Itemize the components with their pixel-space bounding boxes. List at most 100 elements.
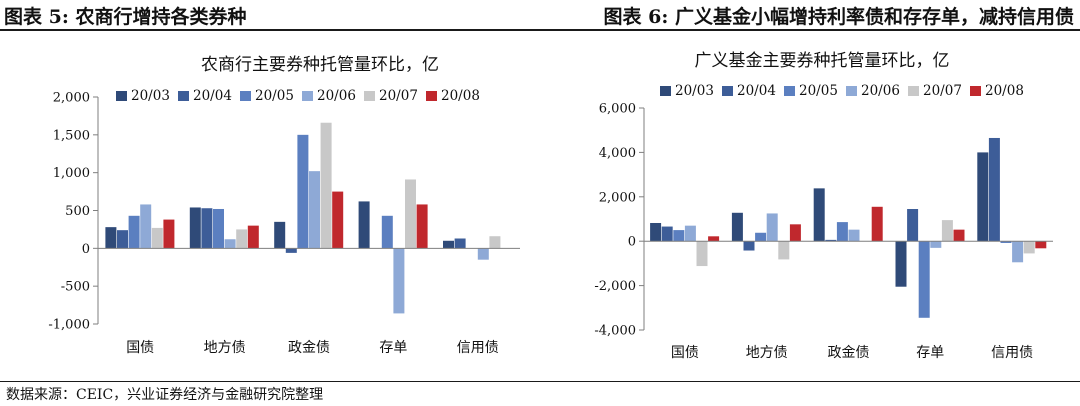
legend-label: 20/03 [675, 83, 714, 99]
category-label: 存单 [916, 345, 944, 361]
bar [813, 188, 825, 242]
legend-swatch [970, 86, 981, 96]
bar [213, 208, 224, 249]
bar [224, 239, 236, 249]
category-label: 存单 [379, 340, 407, 356]
bar [358, 201, 370, 249]
bar [393, 248, 405, 314]
bar [825, 239, 837, 242]
category-label: 信用债 [991, 345, 1033, 361]
legend-label: 20/05 [255, 88, 294, 104]
legend-label: 20/07 [379, 88, 418, 104]
y-tick-label: 4,000 [599, 146, 636, 161]
bar [477, 248, 489, 260]
bar [489, 236, 501, 249]
bar [778, 241, 790, 260]
category-label: 地方债 [746, 345, 788, 361]
bar [320, 122, 332, 249]
bar [189, 207, 201, 249]
bar [848, 229, 860, 242]
bar [416, 204, 428, 249]
bar [918, 241, 930, 318]
bar [247, 225, 259, 249]
legend-label: 20/08 [985, 83, 1024, 99]
chart-title: 广义基金主要券种托管量环比，亿 [695, 51, 950, 71]
data-source: 数据来源：CEIC，兴业证券经济与金融研究院整理 [6, 387, 324, 403]
y-tick-label: 0 [628, 235, 636, 250]
bar [381, 215, 393, 249]
category-label: 国债 [671, 345, 699, 361]
bar [274, 221, 286, 249]
bar [1000, 241, 1012, 243]
legend-swatch [302, 91, 313, 101]
legend-swatch [178, 91, 189, 101]
y-tick-label: -1,000 [48, 318, 90, 333]
bar [297, 134, 309, 249]
figure-5-label: 图表 5: 农商行增持各类券种 [4, 6, 247, 28]
bar [285, 248, 297, 253]
bar [696, 241, 708, 267]
bar [105, 227, 117, 249]
chart-title: 农商行主要券种托管量环比，亿 [201, 55, 439, 75]
bar [988, 137, 1000, 242]
bar [236, 229, 248, 249]
bar [743, 241, 755, 251]
bar [661, 226, 673, 242]
bar [1035, 241, 1047, 249]
legend-swatch [660, 86, 671, 96]
bar [977, 152, 989, 242]
bar [128, 215, 140, 249]
legend-swatch [846, 86, 857, 96]
category-label: 地方债 [204, 340, 246, 356]
legend-label: 20/04 [193, 88, 232, 104]
bar [789, 224, 801, 242]
bar [953, 229, 965, 242]
chart-panel-broad-funds: 广义基金主要券种托管量环比，亿 20/03 20/04 20/05 20/06 20/07… [540, 34, 1080, 379]
category-label: 政金债 [828, 345, 870, 361]
figure-6-label: 图表 6: 广义基金小幅增持利率债和存存单，减持信用债 [603, 6, 1074, 28]
legend-label: 20/07 [923, 83, 962, 99]
bar [930, 241, 942, 248]
bar [454, 238, 466, 249]
bar [755, 232, 767, 242]
bar [895, 241, 907, 287]
y-tick-label: 500 [65, 204, 90, 219]
legend-swatch [784, 86, 795, 96]
y-tick-label: 2,000 [599, 190, 636, 205]
category-label: 国债 [126, 340, 154, 356]
chart-broad-funds: 广义基金主要券种托管量环比，亿 20/03 20/04 20/05 20/06 20/07… [594, 51, 1053, 361]
y-tick-label: -4,000 [594, 324, 636, 339]
bar [163, 219, 175, 249]
bar [332, 191, 344, 249]
bar [731, 212, 743, 242]
category-label: 政金债 [288, 340, 330, 356]
bar [907, 209, 919, 242]
bar [151, 227, 163, 249]
bar [766, 213, 778, 242]
chart-panel-rural-banks: 农商行主要券种托管量环比，亿 20/03 20/04 20/05 20/06 20/07 2… [0, 34, 536, 379]
y-tick-label: -2,000 [594, 279, 636, 294]
bar [405, 179, 416, 249]
category-label: 信用债 [457, 340, 499, 356]
legend-label: 20/03 [131, 88, 170, 104]
legend-swatch [240, 91, 251, 101]
y-tick-label: 0 [82, 242, 90, 257]
bar [201, 208, 213, 249]
legend-label: 20/06 [317, 88, 356, 104]
legend-swatch [426, 91, 437, 101]
bar [684, 225, 696, 242]
y-tick-label: 1,500 [53, 128, 90, 143]
legend-label: 20/04 [737, 83, 776, 99]
footer-rule [0, 381, 1080, 382]
legend-label: 20/05 [799, 83, 838, 99]
y-tick-label: 2,000 [53, 91, 90, 106]
bar [443, 240, 454, 249]
legend-swatch [364, 91, 375, 101]
y-tick-label: -500 [61, 280, 90, 295]
bar [941, 220, 953, 242]
bar [1023, 241, 1035, 254]
bar [836, 222, 848, 242]
chart-rural-banks: 农商行主要券种托管量环比，亿 20/03 20/04 20/05 20/06 20/07 2… [48, 55, 520, 356]
legend-swatch [908, 86, 919, 96]
legend-swatch [116, 91, 127, 101]
